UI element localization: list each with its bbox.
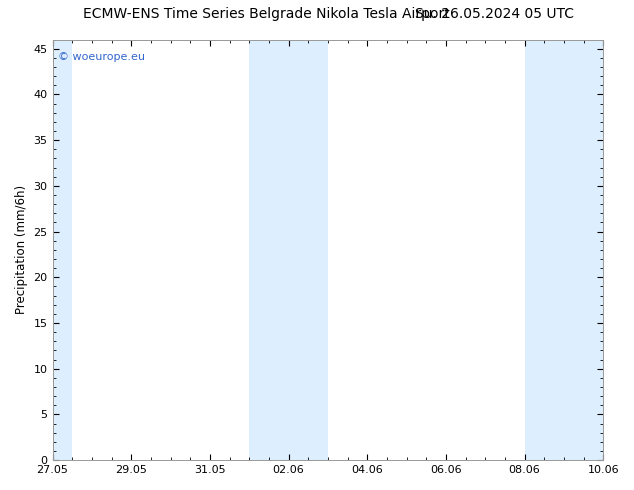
Text: © woeurope.eu: © woeurope.eu — [58, 52, 145, 62]
Bar — [249, 40, 288, 460]
Bar — [53, 40, 72, 460]
Bar — [564, 40, 603, 460]
Bar — [288, 40, 328, 460]
Text: Su. 26.05.2024 05 UTC: Su. 26.05.2024 05 UTC — [415, 7, 574, 22]
Text: ECMW-ENS Time Series Belgrade Nikola Tesla Airport: ECMW-ENS Time Series Belgrade Nikola Tes… — [83, 7, 450, 22]
Bar — [524, 40, 564, 460]
Y-axis label: Precipitation (mm/6h): Precipitation (mm/6h) — [15, 185, 28, 315]
